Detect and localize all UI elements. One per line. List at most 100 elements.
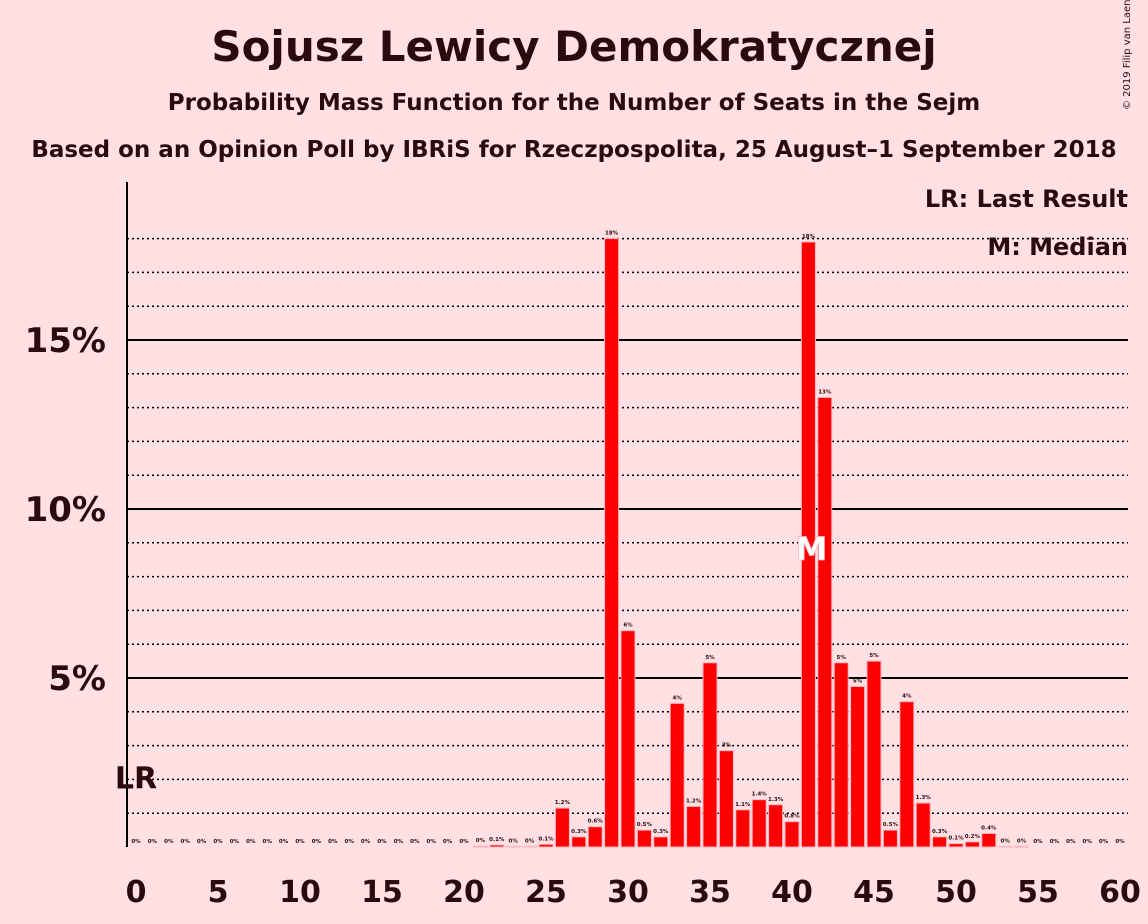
bar-seat-37 xyxy=(735,809,751,848)
last-result-marker: LR xyxy=(115,761,157,796)
bar-seat-42 xyxy=(817,396,833,848)
bar-seat-22 xyxy=(489,844,505,848)
bar-seat-49 xyxy=(932,836,948,848)
data-label: 0% xyxy=(213,839,223,845)
x-tick-label: 30 xyxy=(607,875,649,910)
x-tick-label: 10 xyxy=(279,875,321,910)
x-tick-label: 55 xyxy=(1017,875,1059,910)
bar-seat-32 xyxy=(653,836,669,848)
data-label: 0% xyxy=(377,839,387,845)
data-label: 0% xyxy=(131,839,141,845)
bar-seat-28 xyxy=(587,826,603,848)
data-label: 0.3% xyxy=(571,829,587,835)
data-label: 0% xyxy=(509,838,519,844)
data-label: 0% xyxy=(295,839,305,845)
bar-seat-24 xyxy=(522,845,538,848)
data-label: 4% xyxy=(673,695,683,701)
data-label: 5% xyxy=(705,655,715,661)
data-label: 0.6% xyxy=(588,819,604,825)
bar-seat-34 xyxy=(686,805,702,848)
bar-seat-21 xyxy=(472,845,488,848)
data-label: 0.4% xyxy=(981,825,997,831)
data-label: 0% xyxy=(1083,839,1093,845)
x-tick-label: 15 xyxy=(361,875,403,910)
data-label: 0.1% xyxy=(489,837,505,843)
bar-seat-46 xyxy=(882,829,898,848)
bar-seat-41 xyxy=(800,241,816,848)
data-label: 0% xyxy=(1050,839,1060,845)
data-label: 5% xyxy=(853,678,863,684)
bar-seat-26 xyxy=(554,807,570,848)
bar-seat-39 xyxy=(768,804,784,848)
x-tick-label: 25 xyxy=(525,875,567,910)
x-tick-label: 5 xyxy=(208,875,229,910)
data-label: 0% xyxy=(427,839,437,845)
data-label: 0.5% xyxy=(637,822,653,828)
bar-seat-50 xyxy=(948,843,964,848)
x-tick-label: 60 xyxy=(1099,875,1141,910)
bar-seat-53 xyxy=(997,845,1013,848)
x-tick-label: 40 xyxy=(771,875,813,910)
bar-seat-38 xyxy=(751,799,767,848)
legend-last-result: LR: Last Result xyxy=(924,185,1128,213)
data-label: 1.2% xyxy=(555,800,571,806)
bar-seat-36 xyxy=(718,750,734,848)
data-label: 0% xyxy=(1066,839,1076,845)
data-labels: 0% 0% 0% 0% 0% 0% 0% 0% 0% 0% 0% 0% 0% 0% 0% 0% 0% 0% 0% 0%… xyxy=(131,231,1125,845)
data-label: 1.4% xyxy=(752,792,768,798)
data-label: 0.1% xyxy=(538,836,554,842)
data-label: 0% xyxy=(279,839,289,845)
x-tick-label: 50 xyxy=(935,875,977,910)
data-label: 0% xyxy=(1001,838,1011,844)
bar-seat-44 xyxy=(850,685,866,848)
data-label: 0.3% xyxy=(932,829,948,835)
data-label: 18% xyxy=(802,234,816,240)
data-label: 0.3% xyxy=(653,829,669,835)
chart-source-note: Based on an Opinion Poll by IBRiS for Rz… xyxy=(31,137,1117,163)
y-tick-label: 5% xyxy=(48,659,106,699)
y-tick-label: 15% xyxy=(25,321,106,361)
data-label: 0% xyxy=(328,839,338,845)
data-label: 4% xyxy=(902,694,912,700)
data-label: 0% xyxy=(459,839,469,845)
data-label: 0% xyxy=(1099,839,1109,845)
chart-subtitle: Probability Mass Function for the Number… xyxy=(167,90,981,116)
data-label: 18% xyxy=(605,231,619,237)
bar-seat-23 xyxy=(505,845,521,848)
bar-seat-52 xyxy=(981,832,997,848)
data-label: 13% xyxy=(818,389,832,395)
data-label: 0% xyxy=(443,839,453,845)
legend-median: M: Median xyxy=(987,233,1128,261)
median-marker: M xyxy=(795,530,827,568)
data-label: 0% xyxy=(345,839,355,845)
data-label: 1.2% xyxy=(686,798,702,804)
data-label: 1.3% xyxy=(768,797,784,803)
bar-seat-48 xyxy=(915,802,931,848)
data-label: 0% xyxy=(1033,839,1043,845)
data-label: 0% xyxy=(394,839,404,845)
tick-labels: 5% 10% 15% 0 5 10 15 20 25 30 35 40 45 50 55 60 xyxy=(25,321,1141,910)
x-tick-label: 45 xyxy=(853,875,895,910)
data-label: 0% xyxy=(263,839,273,845)
bar-seat-25 xyxy=(538,843,554,848)
y-tick-label: 10% xyxy=(25,490,106,530)
data-label: 0.5% xyxy=(883,822,899,828)
bar-seat-43 xyxy=(833,662,849,848)
bars xyxy=(472,238,1030,848)
bar-seat-27 xyxy=(571,836,587,848)
data-label: 1.3% xyxy=(916,795,932,801)
data-label: 0% xyxy=(525,838,535,844)
bar-seat-33 xyxy=(669,702,685,848)
data-label: 0% xyxy=(197,839,207,845)
data-label: 0.8% xyxy=(784,814,800,820)
bar-seat-29 xyxy=(604,238,620,848)
data-label: 0% xyxy=(312,839,322,845)
bar-seat-40 xyxy=(784,821,800,848)
x-tick-label: 0 xyxy=(126,875,147,910)
bar-seat-30 xyxy=(620,630,636,848)
data-label: 6% xyxy=(623,623,633,629)
data-label: 0% xyxy=(246,839,256,845)
data-label: 0.2% xyxy=(965,834,981,840)
x-tick-label: 20 xyxy=(443,875,485,910)
